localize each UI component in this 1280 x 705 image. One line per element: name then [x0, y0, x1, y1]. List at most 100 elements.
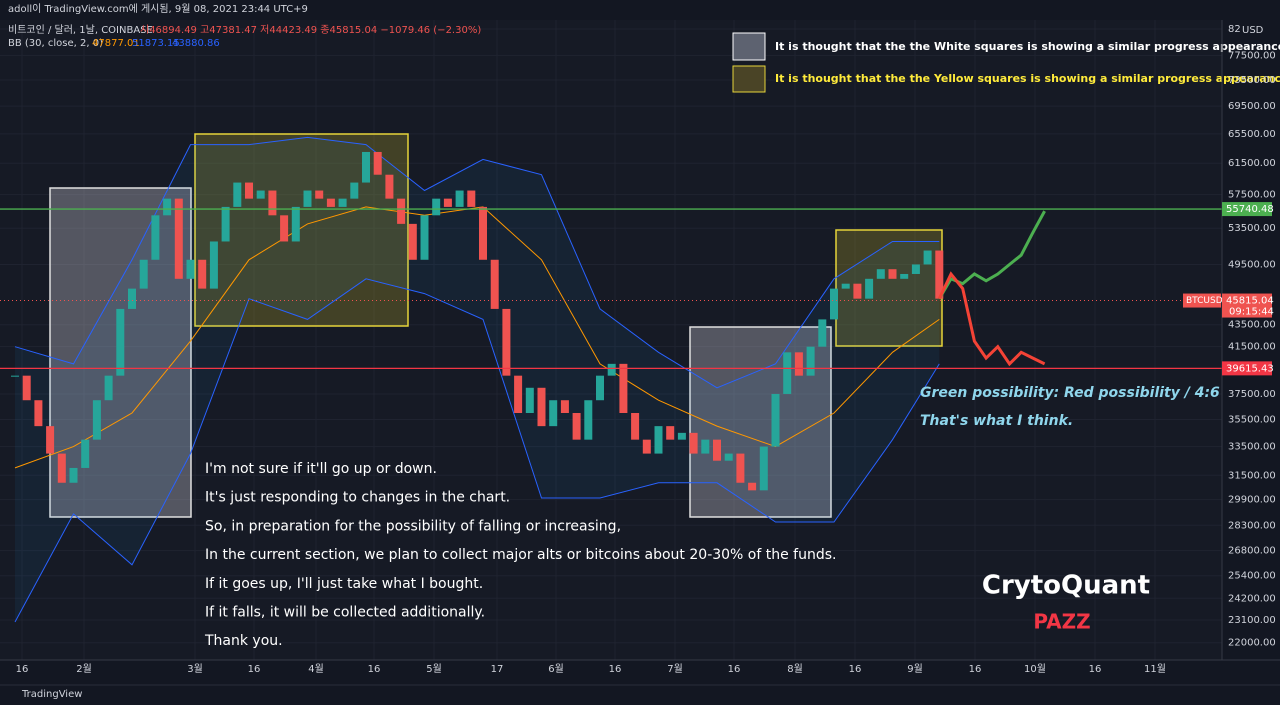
candle — [315, 190, 324, 199]
plot-area — [0, 20, 1222, 660]
candle — [549, 400, 558, 427]
candle — [841, 283, 850, 289]
y-tick-label: 23100.00 — [1228, 615, 1276, 626]
y-tick-label: 61500.00 — [1228, 158, 1276, 169]
projection — [937, 271, 1046, 367]
candle — [701, 439, 710, 454]
bb-basis: 47877.01 — [92, 38, 140, 49]
candle — [104, 375, 113, 401]
candle — [233, 182, 242, 207]
last-price: 45815.04 — [1226, 296, 1274, 307]
note: If it goes up, I'll just take what I bou… — [205, 576, 483, 592]
candle — [350, 182, 359, 199]
candle — [830, 288, 838, 320]
candle — [888, 269, 897, 279]
y-tick-label: 35500.00 — [1228, 415, 1276, 426]
candle — [514, 375, 523, 414]
candle — [385, 174, 394, 199]
candle — [724, 453, 733, 461]
x-tick-label: 16 — [849, 664, 862, 675]
candle — [22, 375, 31, 401]
candle — [689, 432, 698, 454]
x-tick-label: 3월 — [187, 663, 203, 675]
unit: USD — [1242, 25, 1264, 36]
candle — [900, 273, 909, 279]
candle — [92, 400, 101, 440]
candle — [748, 482, 757, 491]
y-tick-label: 28300.00 — [1228, 520, 1276, 531]
band-upper — [14, 136, 940, 389]
note: If it falls, it will be collected additi… — [205, 605, 485, 621]
last-symbol-tag — [1183, 293, 1221, 308]
candle — [794, 352, 803, 376]
candle — [631, 413, 640, 440]
candle — [432, 198, 441, 216]
legend-text: It is thought that the the Yellow square… — [775, 72, 1280, 85]
candle — [490, 259, 499, 309]
candle — [584, 400, 593, 440]
note: In the current section, we plan to colle… — [205, 547, 836, 563]
candle — [303, 190, 312, 207]
candle — [57, 453, 66, 483]
legend-text: It is thought that the the White squares… — [775, 40, 1280, 53]
candle — [596, 375, 604, 401]
x-tick-label: 4월 — [308, 663, 324, 675]
y-tick-label: 37500.00 — [1228, 389, 1276, 400]
y-tick-label: 49500.00 — [1228, 259, 1276, 270]
symbol: 비트코인 / 달러, 1날, COINBASE — [8, 24, 153, 36]
y-tick-label: 26800.00 — [1228, 546, 1276, 557]
y-tick-label: 43500.00 — [1228, 320, 1276, 331]
candle — [34, 400, 43, 427]
legend-swatch — [732, 65, 766, 93]
candle — [572, 413, 581, 440]
x-tick-label: 16 — [16, 664, 29, 675]
y-tick-label: 65500.00 — [1228, 129, 1276, 140]
level-label: 39615.43 — [1226, 363, 1274, 374]
candle — [876, 269, 885, 279]
x-tick-label: 16 — [609, 664, 622, 675]
opinion: That's what I think. — [920, 413, 1073, 429]
note: So, in preparation for the possibility o… — [205, 518, 621, 534]
candle — [759, 446, 768, 491]
candle — [186, 259, 195, 279]
bb-lower: 43880.86 — [172, 38, 220, 49]
candle — [420, 215, 429, 260]
candle — [911, 264, 920, 274]
candle — [783, 352, 792, 394]
candle — [116, 308, 125, 376]
x-tick-label: 6월 — [548, 663, 564, 675]
candle — [806, 346, 815, 376]
candle — [467, 190, 476, 207]
candle — [443, 198, 452, 207]
publisher: adoll이 TradingView.com에 게시됨, 9월 08, 2021… — [8, 3, 308, 15]
yellow-box — [194, 133, 409, 327]
y-tick-label: 22000.00 — [1228, 638, 1276, 649]
y-tick-label: 53500.00 — [1228, 223, 1276, 234]
candle — [865, 278, 874, 299]
y-tick-label: 73500.00 — [1228, 75, 1276, 86]
y-tick-label: 31500.00 — [1228, 470, 1276, 481]
candle — [479, 206, 487, 260]
note: I'm not sure if it'll go up or down. — [205, 461, 437, 477]
legend-swatch — [732, 32, 766, 61]
x-tick-label: 5월 — [426, 663, 442, 675]
candle — [256, 190, 265, 199]
candle — [128, 288, 136, 309]
candle — [923, 250, 932, 265]
y-tick-label: 33500.00 — [1228, 442, 1276, 453]
opinion: Green possibility: Red possibility / 4:6 — [920, 385, 1220, 401]
footer: TradingView — [21, 689, 82, 700]
candle — [677, 432, 686, 440]
candle — [174, 198, 183, 279]
candle — [209, 241, 218, 289]
x-tick-label: 16 — [969, 664, 982, 675]
y-tick-label: 57500.00 — [1228, 190, 1276, 201]
y-tick-label: 24200.00 — [1228, 593, 1276, 604]
countdown: 09:15:44 — [1229, 307, 1274, 318]
candle — [455, 190, 464, 207]
candle — [291, 206, 300, 242]
band-fill — [15, 137, 940, 622]
candle — [221, 206, 230, 242]
y-tick-label: 25400.00 — [1228, 571, 1276, 582]
